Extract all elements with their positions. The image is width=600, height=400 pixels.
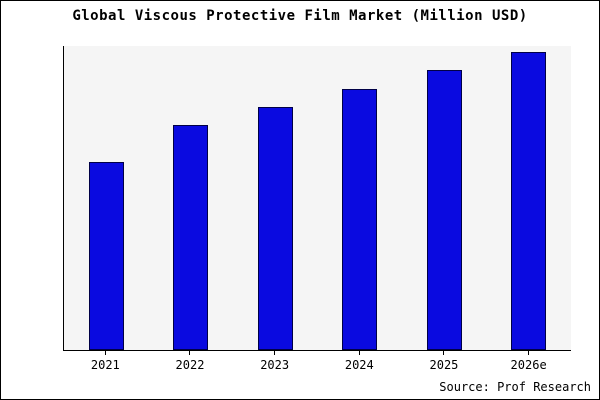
x-tick-label: 2021 bbox=[90, 358, 120, 372]
x-tick-label: 2026e bbox=[510, 358, 547, 372]
axis-tick bbox=[274, 351, 276, 355]
x-label-cell-2026e: 2026e bbox=[507, 351, 551, 372]
x-label-cell-2024: 2024 bbox=[337, 351, 381, 372]
x-tick-label: 2023 bbox=[260, 358, 290, 372]
bar-2025 bbox=[426, 70, 462, 350]
x-label-cell-2025: 2025 bbox=[422, 351, 466, 372]
bar-2022 bbox=[173, 125, 209, 350]
axis-tick bbox=[189, 351, 191, 355]
x-tick-label: 2022 bbox=[175, 358, 205, 372]
bars-container bbox=[64, 46, 571, 350]
bar-2023 bbox=[257, 106, 293, 350]
x-tick-label: 2025 bbox=[429, 358, 459, 372]
axis-tick bbox=[528, 351, 530, 355]
chart-title: Global Viscous Protective Film Market (M… bbox=[72, 8, 528, 24]
x-label-cell-2022: 2022 bbox=[168, 351, 212, 372]
axis-tick bbox=[104, 351, 106, 355]
axis-tick bbox=[358, 351, 360, 355]
x-axis-labels: 2021 2022 2023 2024 2025 2026e bbox=[63, 351, 571, 372]
plot-area bbox=[63, 46, 571, 351]
x-label-cell-2021: 2021 bbox=[83, 351, 127, 372]
source-credit: Source: Prof Research bbox=[439, 380, 591, 394]
x-label-cell-2023: 2023 bbox=[253, 351, 297, 372]
bar-2024 bbox=[342, 88, 378, 350]
x-tick-label: 2024 bbox=[344, 358, 374, 372]
axis-tick bbox=[443, 351, 445, 355]
bar-2021 bbox=[88, 161, 124, 350]
bar-2026e bbox=[511, 52, 547, 350]
